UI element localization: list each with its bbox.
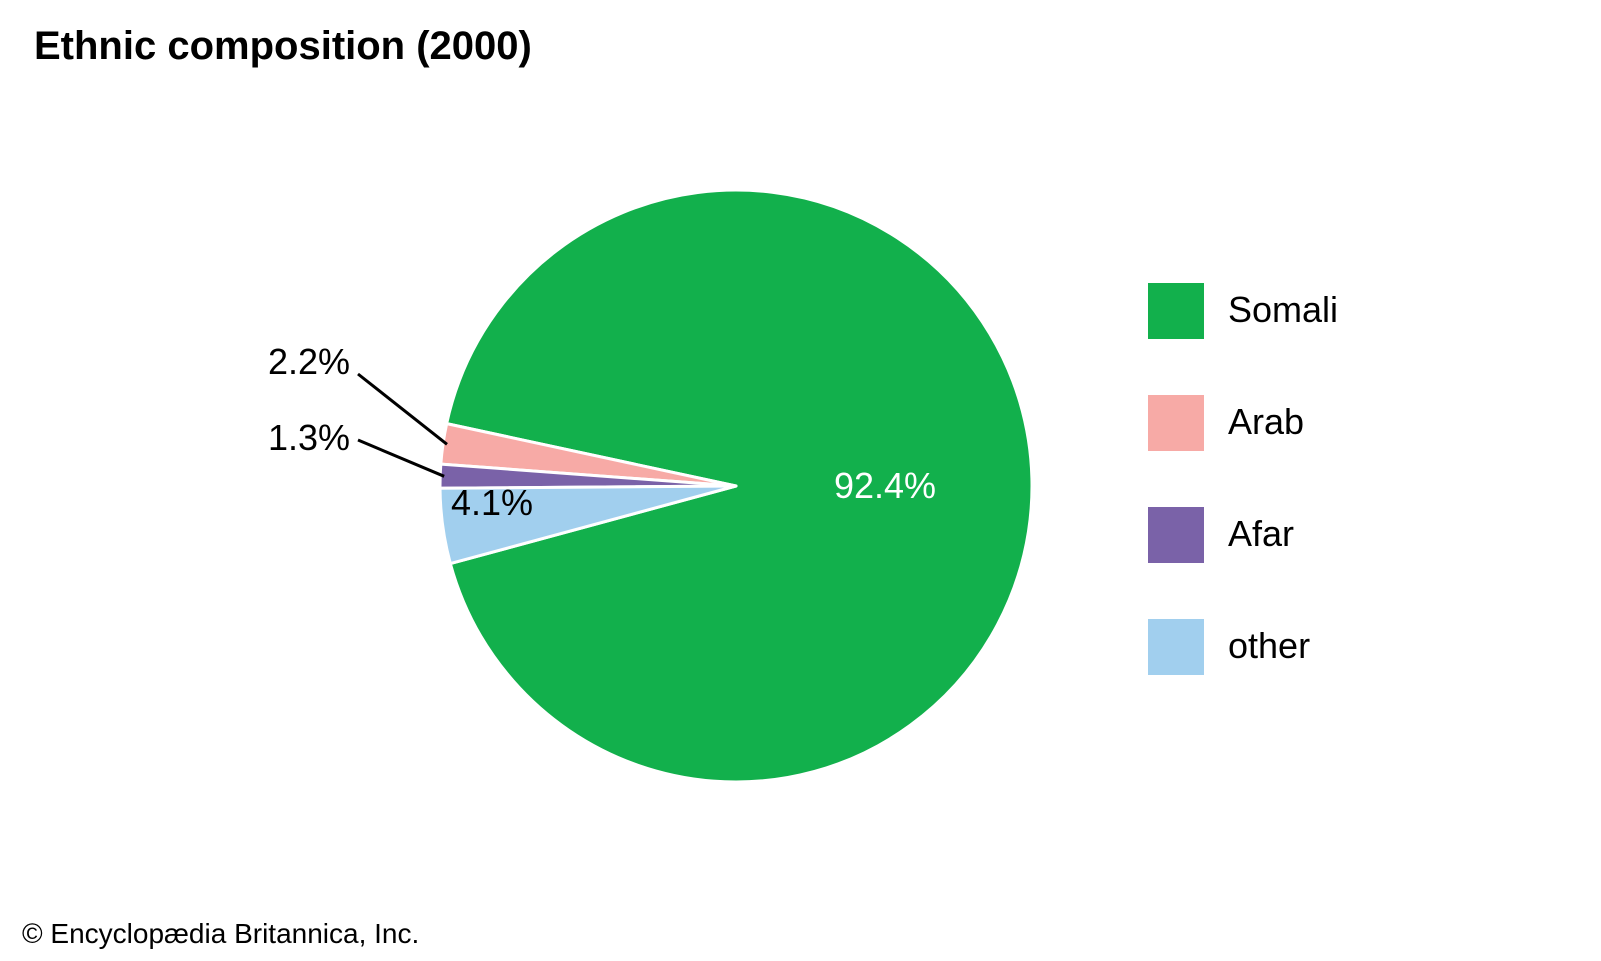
pie-slice-somali [445, 188, 1034, 784]
legend-swatch-somali [1148, 283, 1204, 339]
legend-label-arab: Arab [1228, 401, 1305, 442]
legend-label-other: other [1228, 625, 1311, 666]
leader-line-arab [357, 372, 448, 446]
value-label-arab: 2.2% [268, 341, 350, 382]
value-label-afar: 1.3% [268, 417, 350, 458]
legend-swatch-arab [1148, 395, 1204, 451]
legend-swatch-afar [1148, 507, 1204, 563]
legend-label-somali: Somali [1228, 289, 1339, 330]
pie-slice-other [438, 484, 738, 566]
legend-label-afar: Afar [1228, 513, 1295, 554]
leader-line-afar [357, 438, 445, 478]
leader-lines [357, 372, 448, 478]
chart-title: Ethnic composition (2000) [34, 24, 532, 68]
value-label-somali: 92.4% [834, 465, 936, 506]
value-label-other: 4.1% [451, 482, 533, 523]
pie-slices [438, 188, 1034, 784]
copyright-notice: © Encyclopædia Britannica, Inc. [22, 918, 420, 949]
value-labels: 92.4% 2.2% 1.3% 4.1% [268, 341, 936, 523]
legend-swatch-other [1148, 619, 1204, 675]
